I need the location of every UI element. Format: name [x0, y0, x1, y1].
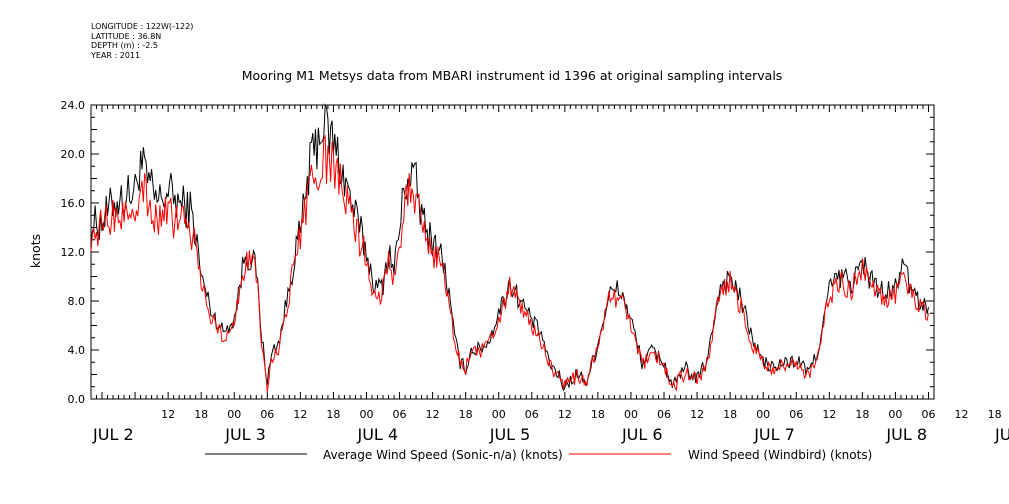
series-line	[90, 134, 929, 392]
x-tick-label: 06	[525, 408, 539, 421]
y-tick-labels: 0.0 4.0 8.0 12.0 16.0 20.0 24.0	[61, 99, 86, 406]
legend: Average Wind Speed (Sonic-n/a) (knots) Wi…	[205, 448, 872, 462]
legend-label-sonic: Average Wind Speed (Sonic-n/a) (knots)	[323, 448, 563, 462]
y-tick-label: 24.0	[61, 99, 86, 112]
axis-ticks	[90, 104, 935, 400]
x-tick-label: 12	[822, 408, 836, 421]
x-tick-label: 12	[161, 408, 175, 421]
x-tick-label: 18	[591, 408, 605, 421]
x-tick-label: 00	[492, 408, 506, 421]
x-tick-labels: 12 18 00 06 12 18 00 06 12 18 00 06 12 18 00 06 12 18 00 06…	[92, 408, 1009, 444]
y-tick-label: 4.0	[68, 344, 86, 357]
day-label: JUL 5	[489, 425, 531, 444]
x-tick-label: 06	[657, 408, 671, 421]
y-tick-label: 0.0	[68, 393, 86, 406]
series-group	[90, 103, 929, 392]
day-label: JUL 2	[92, 425, 134, 444]
x-tick-label: 18	[194, 408, 208, 421]
plot-frame	[90, 104, 935, 400]
y-tick-label: 8.0	[68, 295, 86, 308]
series-line	[90, 103, 929, 392]
x-tick-label: 12	[955, 408, 969, 421]
x-tick-label: 18	[326, 408, 340, 421]
legend-label-windbird: Wind Speed (Windbird) (knots)	[688, 448, 872, 462]
x-tick-label: 00	[888, 408, 902, 421]
x-tick-label: 18	[723, 408, 737, 421]
x-tick-label: 06	[921, 408, 935, 421]
depth-text: DEPTH (m) : -2.5	[91, 41, 158, 50]
day-label: JUL 4	[356, 425, 398, 444]
chart-title: Mooring M1 Metsys data from MBARI instru…	[242, 68, 783, 83]
x-tick-label: 12	[690, 408, 704, 421]
x-tick-label: 06	[393, 408, 407, 421]
day-label: JUL 9	[994, 425, 1009, 444]
x-tick-label: 00	[359, 408, 373, 421]
x-tick-label: 12	[293, 408, 307, 421]
day-label: JUL 7	[753, 425, 795, 444]
longitude-text: LONGITUDE : 122W(-122)	[91, 22, 194, 31]
y-tick-label: 12.0	[61, 246, 86, 259]
day-label: JUL 3	[224, 425, 266, 444]
y-tick-label: 16.0	[61, 197, 86, 210]
x-tick-label: 18	[988, 408, 1002, 421]
x-tick-label: 18	[855, 408, 869, 421]
year-text: YEAR : 2011	[91, 50, 141, 60]
y-axis-label: knots	[28, 234, 43, 268]
x-tick-label: 18	[459, 408, 473, 421]
x-tick-label: 12	[558, 408, 572, 421]
x-tick-label: 06	[260, 408, 274, 421]
latitude-text: LATITUDE : 36.8N	[91, 31, 162, 41]
x-tick-label: 00	[227, 408, 241, 421]
x-tick-label: 12	[426, 408, 440, 421]
y-tick-label: 20.0	[61, 148, 86, 161]
metadata-block: LONGITUDE : 122W(-122) LATITUDE : 36.8N …	[91, 22, 193, 60]
x-tick-label: 06	[789, 408, 803, 421]
day-label: JUL 6	[621, 425, 663, 444]
x-tick-label: 00	[624, 408, 638, 421]
x-tick-label: 00	[756, 408, 770, 421]
day-label: JUL 8	[885, 425, 927, 444]
